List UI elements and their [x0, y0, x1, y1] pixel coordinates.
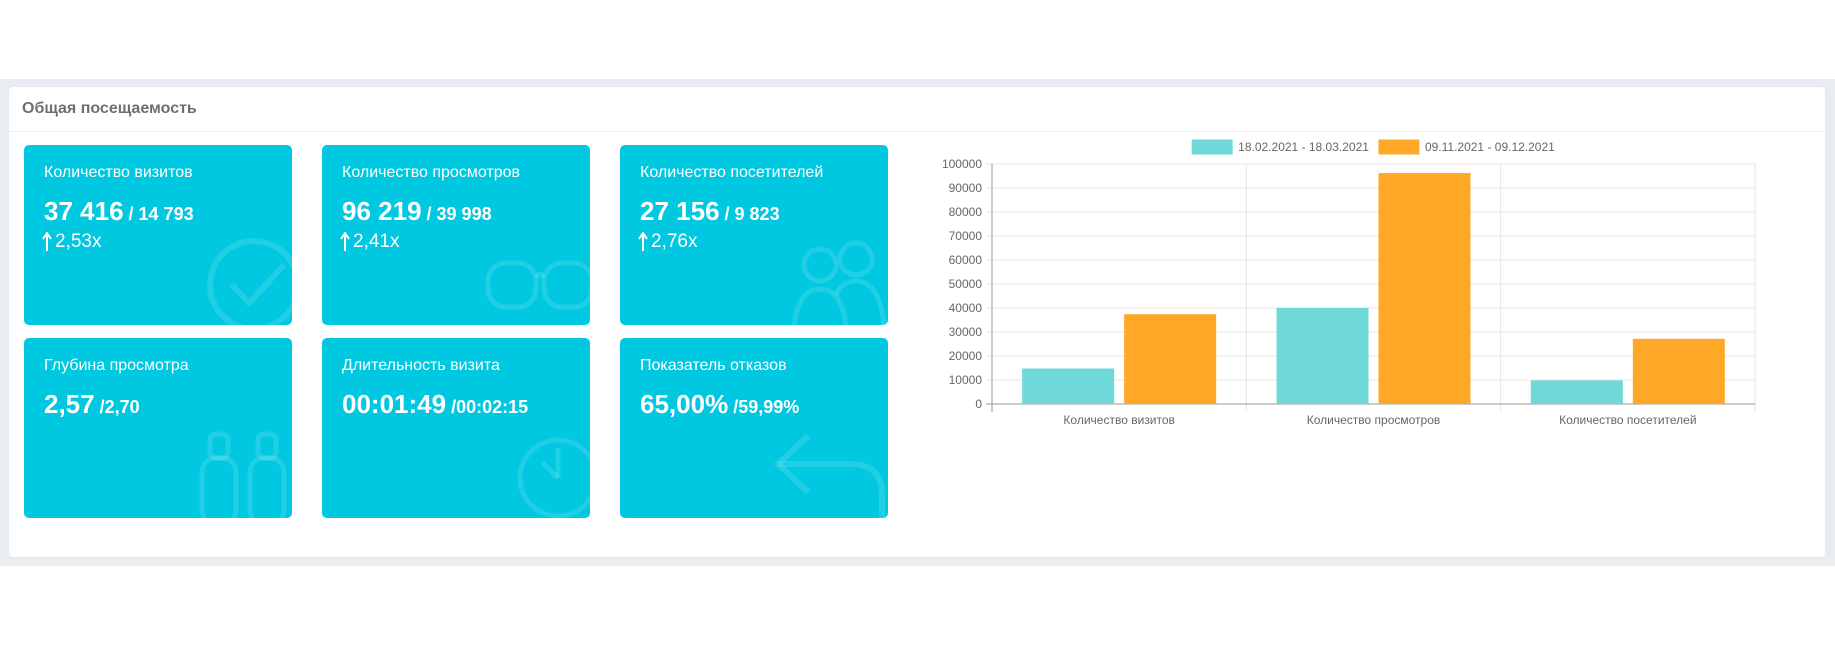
arrow-up-icon [638, 232, 648, 251]
card-title: Глубина просмотра [44, 357, 189, 374]
legend-label: 09.11.2021 - 09.12.2021 [1425, 140, 1555, 154]
y-tick-label: 20000 [949, 349, 983, 363]
current-value: 96 219 [342, 196, 422, 226]
x-tick-label: Количество просмотров [1307, 413, 1441, 427]
y-tick-label: 90000 [949, 181, 983, 195]
y-tick-label: 10000 [949, 373, 983, 387]
card-value: 27 156 / 9 823 [640, 196, 780, 227]
return-arrow-icon [773, 433, 885, 518]
y-tick-label: 100000 [942, 157, 982, 171]
bar [1276, 308, 1369, 404]
current-value: 27 156 [640, 196, 720, 226]
bar [1124, 314, 1217, 404]
binoculars-icon [199, 431, 287, 518]
previous-value: / 14 793 [123, 204, 194, 224]
current-value: 2,57 [44, 389, 95, 419]
card-title: Количество посетителей [640, 164, 824, 181]
card-visitors: Количество посетителей 27 156 / 9 823 2,… [620, 145, 888, 325]
card-depth: Глубина просмотра 2,57 /2,70 [24, 338, 292, 518]
card-ratio: 2,76x [638, 231, 697, 253]
current-value: 37 416 [44, 196, 124, 226]
previous-value: /59,99% [728, 397, 800, 417]
y-tick-label: 60000 [949, 253, 983, 267]
card-title: Количество просмотров [342, 164, 520, 181]
legend-swatch [1378, 139, 1420, 155]
y-tick-label: 0 [975, 397, 982, 411]
card-value: 65,00% /59,99% [640, 389, 799, 420]
card-title: Длительность визита [342, 357, 500, 374]
y-tick-label: 70000 [949, 229, 983, 243]
card-value: 00:01:49 /00:02:15 [342, 389, 528, 420]
previous-value: / 39 998 [421, 204, 492, 224]
y-tick-label: 80000 [949, 205, 983, 219]
bar-chart: 1000009000080000700006000050000400003000… [942, 139, 1756, 427]
y-tick-label: 50000 [949, 277, 983, 291]
y-tick-label: 40000 [949, 301, 983, 315]
glasses-icon [485, 260, 590, 310]
ratio-value: 2,76x [651, 231, 698, 252]
card-visits: Количество визитов 37 416 / 14 793 2,53x [24, 145, 292, 325]
arrow-up-icon [42, 232, 52, 251]
ratio-value: 2,53x [55, 231, 102, 252]
card-bounce: Показатель отказов 65,00% /59,99% [620, 338, 888, 518]
arrow-up-icon [340, 232, 350, 251]
bar [1530, 380, 1623, 404]
card-pageviews: Количество просмотров 96 219 / 39 998 2,… [322, 145, 590, 325]
y-tick-label: 30000 [949, 325, 983, 339]
previous-value: /00:02:15 [446, 397, 529, 417]
legend-swatch [1191, 139, 1233, 155]
card-duration: Длительность визита 00:01:49 /00:02:15 [322, 338, 590, 518]
bar [1022, 368, 1115, 404]
card-ratio: 2,41x [340, 231, 399, 253]
previous-value: /2,70 [94, 397, 140, 417]
card-value: 2,57 /2,70 [44, 389, 140, 420]
x-tick-label: Количество визитов [1063, 413, 1174, 427]
bar [1632, 338, 1725, 404]
x-tick-label: Количество посетителей [1559, 413, 1696, 427]
panel-header: Общая посещаемость [9, 87, 1825, 132]
ratio-value: 2,41x [353, 231, 400, 252]
card-value: 96 219 / 39 998 [342, 196, 492, 227]
check-circle-icon [207, 238, 292, 325]
card-title: Показатель отказов [640, 357, 787, 374]
comparison-chart: 100000 90000 80000 70000 60000 50000 40000 3000… [930, 134, 1760, 434]
current-value: 00:01:49 [342, 389, 447, 419]
clock-icon [517, 437, 590, 518]
traffic-panel: Общая посещаемость [9, 87, 1825, 557]
card-value: 37 416 / 14 793 [44, 196, 194, 227]
card-ratio: 2,53x [42, 231, 101, 253]
bar [1378, 173, 1471, 404]
card-title: Количество визитов [44, 164, 193, 181]
legend-label: 18.02.2021 - 18.03.2021 [1238, 140, 1369, 154]
users-icon [791, 240, 887, 325]
previous-value: / 9 823 [719, 204, 780, 224]
panel-title: Общая посещаемость [22, 100, 197, 117]
current-value: 65,00% [640, 389, 729, 419]
